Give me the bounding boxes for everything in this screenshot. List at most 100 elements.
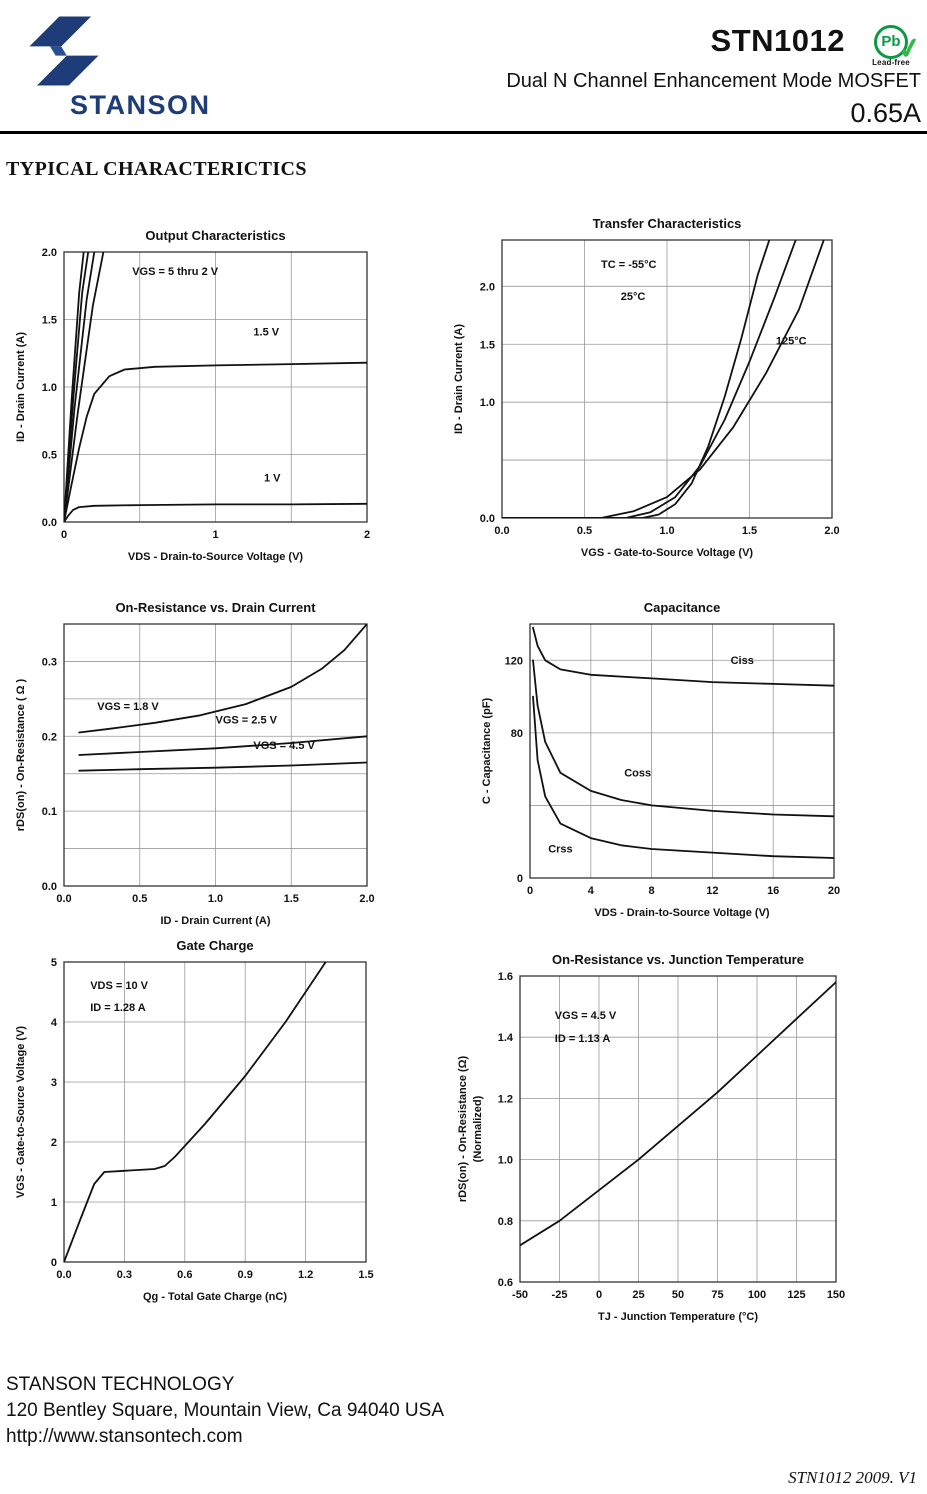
doc-version: STN1012 2009. V1 [788,1468,917,1487]
svg-text:Output Characteristics: Output Characteristics [145,228,285,243]
svg-text:20: 20 [828,885,840,897]
svg-text:On-Resistance vs. Junction Tem: On-Resistance vs. Junction Temperature [552,952,804,967]
company-name: STANSON TECHNOLOGY [6,1374,235,1395]
svg-text:125: 125 [787,1289,805,1301]
chart-output-characteristics: Output Characteristics 0 1 2 0.0 0.5 1.0 1.5 2.0… [8,224,383,572]
leadfree-label: Lead-free [872,58,910,67]
svg-text:1: 1 [212,529,218,541]
svg-text:2: 2 [51,1137,57,1149]
svg-text:120: 120 [505,655,523,667]
svg-text:0.1: 0.1 [42,806,57,818]
stanson-logo-text: STANSON [70,90,211,120]
svg-text:TC = -55°C: TC = -55°C [601,259,656,271]
svg-text:ID - Drain Current (A): ID - Drain Current (A) [15,332,27,442]
svg-text:VGS = 4.5 V: VGS = 4.5 V [555,1010,617,1022]
svg-text:rDS(on) - On-Resistance (Ω): rDS(on) - On-Resistance (Ω) [457,1056,469,1203]
svg-text:1.5: 1.5 [742,525,757,537]
svg-text:0.3: 0.3 [117,1269,132,1281]
svg-text:1.0: 1.0 [659,525,674,537]
svg-text:0.0: 0.0 [494,525,509,537]
svg-text:4: 4 [588,885,595,897]
company-website: http://www.stansontech.com [6,1426,243,1447]
header-right: STN1012 Pb ✓ Lead-free Dual N Channel En… [506,24,924,129]
svg-text:VGS = 1.8 V: VGS = 1.8 V [97,701,159,713]
chart-canvas: Capacitance 0 4 8 12 16 20 0 80 120 VDS - Drain-to… [481,600,840,919]
svg-text:1.4: 1.4 [498,1032,514,1044]
svg-text:0.6: 0.6 [177,1269,192,1281]
chart-gate-charge: Gate Charge 0.0 0.3 0.6 0.9 1.2 1.5 0 1 2 3 4 5 Qg - … [8,934,382,1312]
svg-text:VGS - Gate-to-Source Voltage: VGS - Gate-to-Source Voltage (V) [581,547,753,559]
svg-text:1.5: 1.5 [42,315,57,327]
svg-text:ID = 1.28 A: ID = 1.28 A [90,1002,146,1014]
chart-canvas: Transfer Characteristics 0.0 0.5 1.0 1.5 2.0 0… [453,216,840,559]
svg-text:TJ - Junction Temperature (°C): TJ - Junction Temperature (°C) [598,1311,758,1323]
chart-canvas: Output Characteristics 0 1 2 0.0 0.5 1.0 1.5 2.0… [15,228,370,563]
chart-canvas: On-Resistance vs. Junction Temperature -5… [457,952,845,1323]
svg-text:0.2: 0.2 [42,731,57,743]
svg-text:0: 0 [517,873,523,885]
svg-text:100: 100 [748,1289,766,1301]
svg-text:0.0: 0.0 [42,881,57,893]
current-rating: 0.65A [850,98,921,128]
svg-text:VGS = 4.5 V: VGS = 4.5 V [253,740,315,752]
svg-text:25: 25 [632,1289,644,1301]
svg-text:8: 8 [649,885,655,897]
chart-canvas: On-Resistance vs. Drain Current 0.0 0.5 1.0… [15,600,375,927]
svg-text:0.3: 0.3 [42,656,57,668]
svg-text:rDS(on) - On-Resistance ( Ω: rDS(on) - On-Resistance ( Ω ) [15,678,27,831]
svg-text:-25: -25 [552,1289,568,1301]
stanson-logo-mark [29,16,99,86]
svg-text:0.6: 0.6 [498,1277,513,1289]
svg-text:12: 12 [706,885,718,897]
pb-symbol: Pb [874,25,908,59]
svg-text:3: 3 [51,1077,57,1089]
svg-text:150: 150 [827,1289,845,1301]
chart-capacitance: Capacitance 0 4 8 12 16 20 0 80 120 VDS - Drain-to… [474,596,850,928]
svg-text:VGS = 5 thru 2 V: VGS = 5 thru 2 V [132,266,219,278]
company-address: 120 Bentley Square, Mountain View, Ca 94… [6,1400,444,1421]
svg-text:1.6: 1.6 [498,971,513,983]
svg-text:1.5 V: 1.5 V [253,327,279,339]
check-icon: ✓ [895,31,924,66]
svg-text:VGS = 2.5 V: VGS = 2.5 V [216,715,278,727]
svg-text:1.0: 1.0 [208,893,223,905]
header: STANSON STN1012 Pb ✓ Lead-free Dual N Ch… [0,0,927,131]
svg-text:Coss: Coss [624,767,651,779]
chart-on-resistance-vs-junction-temperature: On-Resistance vs. Junction Temperature -5… [454,948,852,1332]
svg-text:Capacitance: Capacitance [644,600,721,615]
svg-text:Crss: Crss [548,844,572,856]
svg-text:ID - Drain Current (A): ID - Drain Current (A) [453,324,465,434]
svg-text:2.0: 2.0 [824,525,839,537]
svg-text:1.0: 1.0 [480,397,495,409]
svg-text:0.0: 0.0 [56,893,71,905]
svg-text:VDS - Drain-to-Source Voltag: VDS - Drain-to-Source Voltage (V) [128,551,304,563]
svg-text:0.5: 0.5 [577,525,592,537]
svg-text:1.0: 1.0 [498,1155,513,1167]
svg-text:2.0: 2.0 [42,247,57,259]
svg-text:1.5: 1.5 [480,339,495,351]
svg-text:ID = 1.13 A: ID = 1.13 A [555,1033,611,1045]
svg-text:1.5: 1.5 [284,893,299,905]
svg-text:0.5: 0.5 [42,450,57,462]
svg-text:Gate Charge: Gate Charge [176,938,253,953]
svg-text:1 V: 1 V [264,473,281,485]
svg-text:Qg - Total Gate Charge (nC): Qg - Total Gate Charge (nC) [143,1291,287,1303]
svg-text:0.0: 0.0 [56,1269,71,1281]
svg-text:50: 50 [672,1289,684,1301]
svg-text:2.0: 2.0 [480,281,495,293]
svg-text:(Normalized): (Normalized) [472,1095,484,1162]
part-subtitle: Dual N Channel Enhancement Mode MOSFET [506,70,921,92]
svg-text:1: 1 [51,1197,57,1209]
svg-text:4: 4 [51,1017,58,1029]
svg-text:0: 0 [527,885,533,897]
svg-text:Ciss: Ciss [731,655,754,667]
svg-text:-50: -50 [512,1289,528,1301]
svg-text:0.5: 0.5 [132,893,147,905]
chart-canvas: Gate Charge 0.0 0.3 0.6 0.9 1.2 1.5 0 1 2 3 4 5 Qg - … [15,938,374,1303]
svg-text:0.0: 0.0 [480,513,495,525]
svg-text:1.2: 1.2 [298,1269,313,1281]
svg-text:On-Resistance vs. Drain Curren: On-Resistance vs. Drain Current [115,600,316,615]
svg-text:0: 0 [596,1289,602,1301]
svg-text:2: 2 [364,529,370,541]
section-title: TYPICAL CHARACTERICTICS [6,158,307,180]
